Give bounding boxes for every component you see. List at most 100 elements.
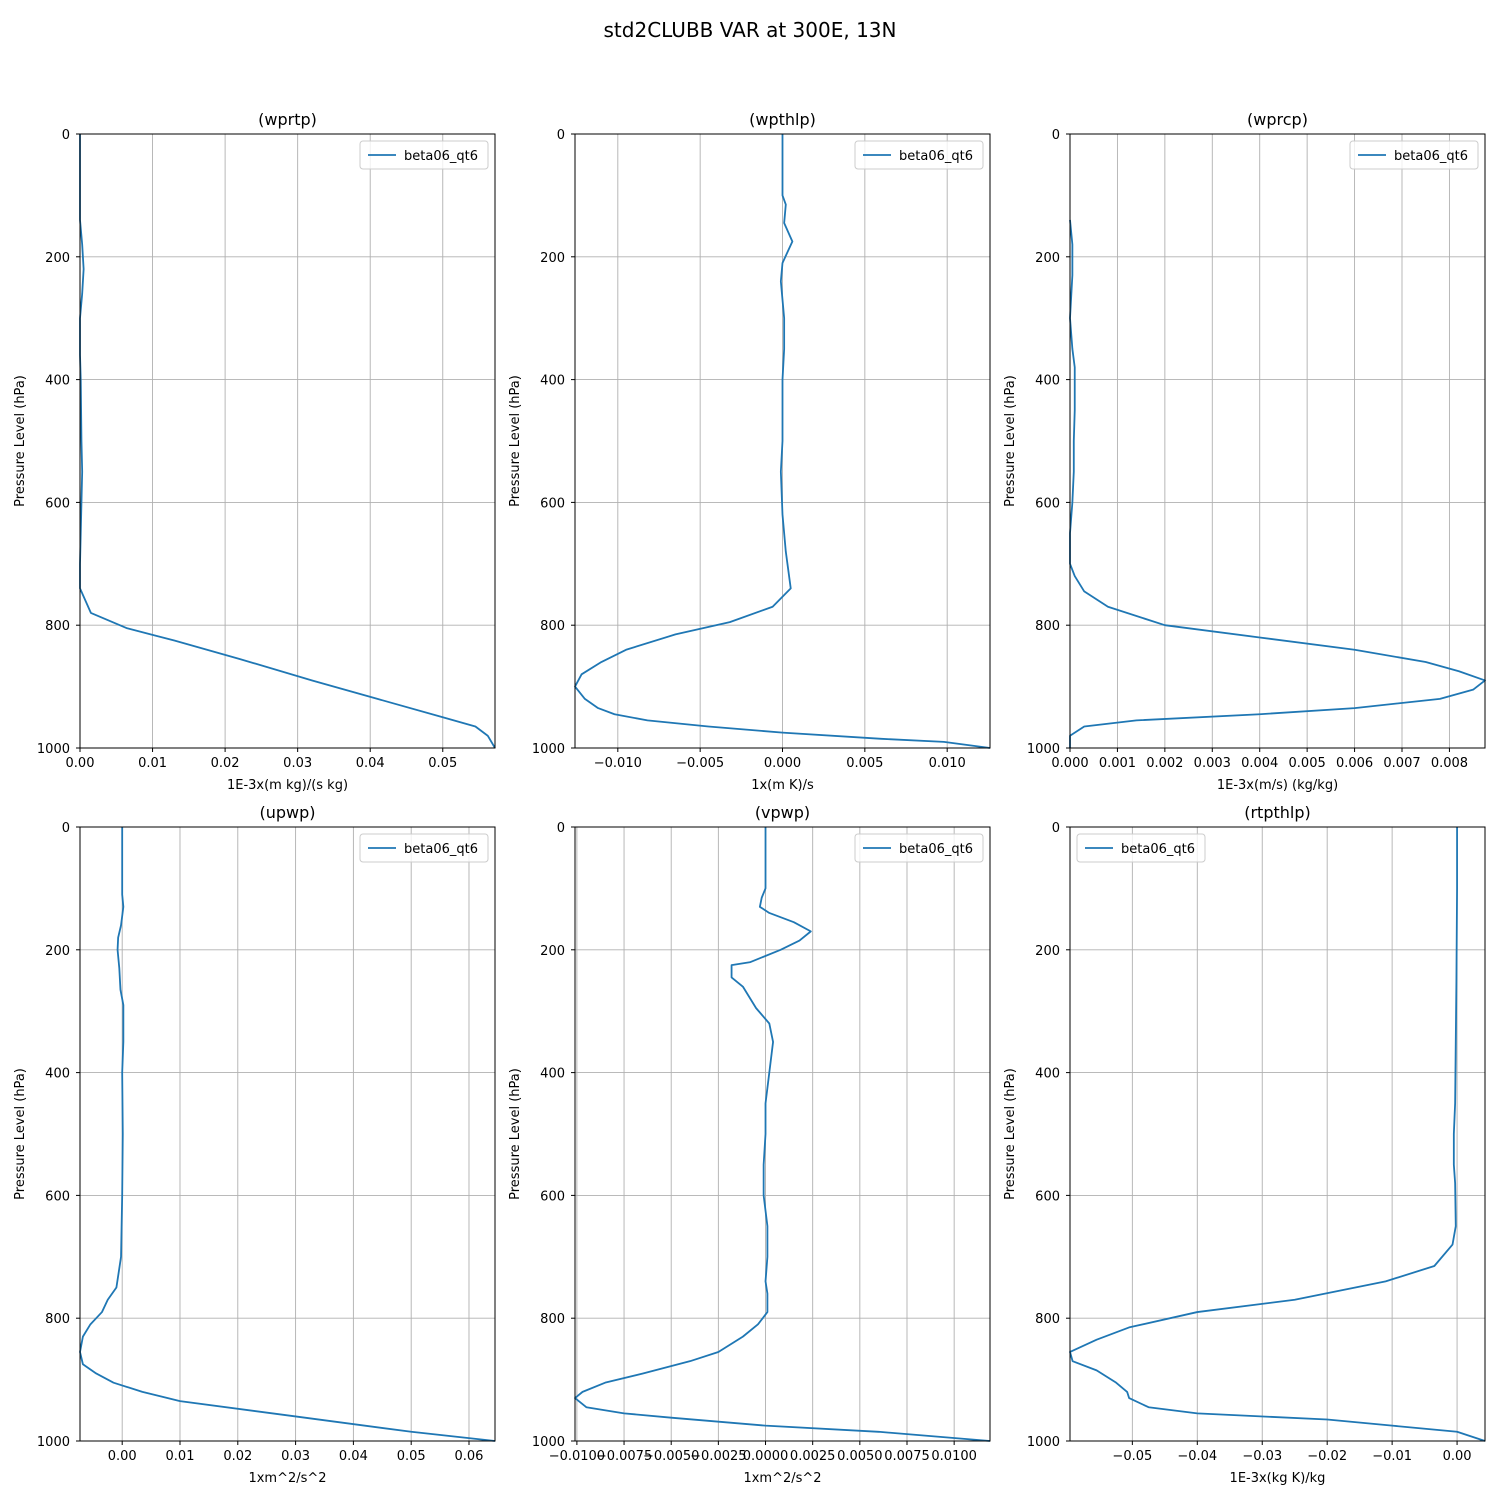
y-tick-label: 1000	[37, 742, 70, 757]
x-tick-label: −0.0100	[549, 1449, 605, 1464]
legend: beta06_qt6	[359, 140, 489, 170]
legend: beta06_qt6	[1076, 833, 1206, 863]
y-tick-label: 200	[1035, 944, 1060, 959]
panel-title: (upwp)	[259, 803, 315, 822]
plot-frame	[79, 133, 496, 749]
x-tick-label: 0.006	[1336, 756, 1373, 771]
x-tick-label: −0.010	[594, 756, 642, 771]
plot-frame	[79, 826, 496, 1442]
y-tick-label: 400	[540, 1067, 565, 1082]
y-tick-label: 400	[540, 374, 565, 389]
x-tick-label: 0.001	[1099, 756, 1136, 771]
y-axis-label: Pressure Level (hPa)	[1003, 375, 1018, 507]
x-tick-label: 0.005	[846, 756, 883, 771]
x-tick-label: 0.000	[1051, 756, 1088, 771]
x-tick-label: −0.0075	[596, 1449, 652, 1464]
x-tick-label: 0.0075	[884, 1449, 930, 1464]
x-tick-label: −0.04	[1177, 1449, 1217, 1464]
y-axis-label: Pressure Level (hPa)	[508, 1068, 523, 1200]
plot-frame	[1069, 826, 1486, 1442]
y-axis-label: Pressure Level (hPa)	[1003, 1068, 1018, 1200]
y-tick-label: 400	[1035, 374, 1060, 389]
y-tick-label: 0	[557, 128, 565, 143]
y-tick-label: 400	[45, 374, 70, 389]
x-tick-label: 0.0050	[837, 1449, 883, 1464]
y-tick-label: 200	[45, 944, 70, 959]
x-tick-label: 0.0025	[790, 1449, 836, 1464]
y-tick-label: 0	[1052, 821, 1060, 836]
legend-label: beta06_qt6	[404, 842, 478, 857]
panel-wpthlp: −0.010 −0.005 0.000 0.005 0.010 0 200 400 600 800…	[508, 110, 991, 793]
y-tick-label: 800	[540, 1312, 565, 1327]
y-tick-label: 600	[1035, 496, 1060, 511]
legend-box	[1349, 140, 1479, 170]
x-tick-label: 0.06	[455, 1449, 484, 1464]
panel-title: (wprtp)	[258, 110, 317, 129]
x-tick-label: 0.04	[356, 756, 385, 771]
panel-wprtp: 0.00 0.01 0.02 0.03 0.04 0.05 0 200 400 600 800 100…	[13, 110, 496, 793]
x-tick-label: 0.008	[1431, 756, 1468, 771]
y-axis-label: Pressure Level (hPa)	[13, 1068, 28, 1200]
x-tick-label: 0.00	[66, 756, 95, 771]
panel-title: (wpthlp)	[749, 110, 816, 129]
y-tick-label: 600	[45, 1189, 70, 1204]
x-tick-label: 0.005	[1289, 756, 1326, 771]
panel-title: (wprcp)	[1247, 110, 1308, 129]
legend-label: beta06_qt6	[899, 149, 973, 164]
x-tick-label: −0.0050	[643, 1449, 699, 1464]
x-axis-label: 1E-3x(kg K)/kg	[1230, 1471, 1326, 1486]
x-tick-label: 0.0100	[931, 1449, 977, 1464]
y-tick-label: 600	[540, 496, 565, 511]
legend-box	[854, 833, 984, 863]
x-tick-label: 0.003	[1194, 756, 1231, 771]
x-tick-label: 0.02	[223, 1449, 252, 1464]
x-tick-label: 0.05	[428, 756, 457, 771]
panel-wprcp: 0.000 0.001 0.002 0.003 0.004 0.005 0.006 0.007…	[1003, 110, 1486, 793]
x-tick-label: 0.004	[1241, 756, 1278, 771]
y-tick-label: 1000	[1027, 1435, 1060, 1450]
plot-frame	[1069, 133, 1486, 749]
y-tick-label: 400	[45, 1067, 70, 1082]
plot-frame	[574, 826, 991, 1442]
x-tick-label: 0.03	[281, 1449, 310, 1464]
series-line-rtpthlp	[1069, 827, 1486, 1442]
x-tick-label: 0.00	[1443, 1449, 1472, 1464]
y-axis-label: Pressure Level (hPa)	[13, 375, 28, 507]
legend-box	[1076, 833, 1206, 863]
x-tick-label: 0.03	[283, 756, 312, 771]
x-axis-label: 1x(m K)/s	[751, 778, 814, 793]
y-tick-label: 200	[45, 251, 70, 266]
y-tick-label: 200	[540, 944, 565, 959]
y-tick-label: 1000	[532, 742, 565, 757]
x-tick-label: 0.00	[108, 1449, 137, 1464]
x-tick-label: −0.02	[1307, 1449, 1347, 1464]
y-tick-label: 600	[1035, 1189, 1060, 1204]
y-tick-label: 800	[1035, 1312, 1060, 1327]
x-tick-label: 0.01	[138, 756, 167, 771]
y-tick-label: 800	[540, 619, 565, 634]
series-line-upwp	[79, 827, 496, 1442]
x-tick-label: 0.002	[1146, 756, 1183, 771]
y-tick-label: 800	[1035, 619, 1060, 634]
x-tick-label: −0.03	[1242, 1449, 1282, 1464]
y-tick-label: 1000	[1027, 742, 1060, 757]
legend-box	[359, 140, 489, 170]
x-tick-label: 0.05	[397, 1449, 426, 1464]
series-line-wpthlp	[574, 134, 991, 749]
x-tick-label: 0.02	[211, 756, 240, 771]
y-tick-label: 200	[540, 251, 565, 266]
x-axis-label: 1E-3x(m/s) (kg/kg)	[1217, 778, 1338, 793]
legend-label: beta06_qt6	[404, 149, 478, 164]
x-axis-label: 1xm^2/s^2	[248, 1471, 326, 1486]
y-tick-label: 0	[62, 128, 70, 143]
x-tick-label: 0.0000	[743, 1449, 789, 1464]
y-tick-label: 600	[540, 1189, 565, 1204]
panel-title: (rtpthlp)	[1244, 803, 1311, 822]
panel-title: (vpwp)	[755, 803, 810, 822]
legend-label: beta06_qt6	[1121, 842, 1195, 857]
panel-rtpthlp: −0.05 −0.04 −0.03 −0.02 −0.01 0.00 0 200 400 600 8…	[1003, 803, 1486, 1486]
y-tick-label: 800	[45, 1312, 70, 1327]
x-tick-label: −0.05	[1112, 1449, 1152, 1464]
